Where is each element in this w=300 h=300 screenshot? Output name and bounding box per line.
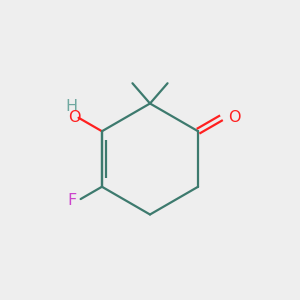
Text: F: F	[67, 193, 76, 208]
Text: O: O	[68, 110, 81, 124]
Text: H: H	[65, 99, 77, 114]
Text: O: O	[228, 110, 241, 124]
